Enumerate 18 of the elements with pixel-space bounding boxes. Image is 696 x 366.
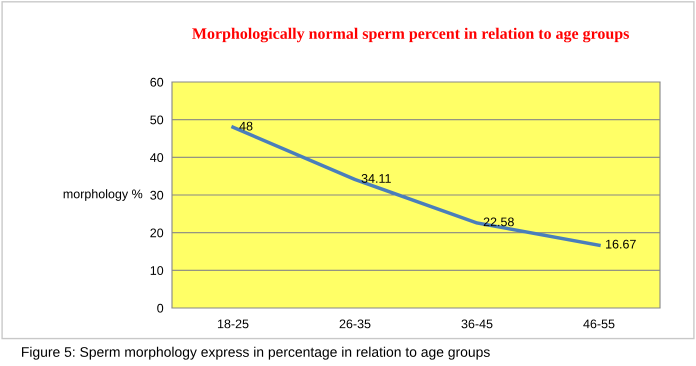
y-axis-title: morphology % bbox=[64, 189, 142, 201]
data-label: 16.67 bbox=[606, 240, 636, 249]
y-tick-label: 60 bbox=[150, 78, 164, 87]
y-tick-label: 50 bbox=[150, 115, 164, 124]
chart-title: Morphologically normal sperm percent in relation to age groups bbox=[192, 28, 629, 42]
y-tick-label: 20 bbox=[150, 228, 164, 238]
y-tick-label: 30 bbox=[150, 190, 164, 200]
x-tick-label: 36-45 bbox=[461, 319, 492, 328]
x-tick-label: 26-35 bbox=[340, 319, 370, 328]
y-tick-label: 10 bbox=[150, 266, 164, 275]
data-label: 22.58 bbox=[484, 217, 514, 226]
x-tick-label: 46-55 bbox=[583, 319, 614, 328]
data-label: 34.11 bbox=[362, 174, 391, 183]
x-tick-label: 18-25 bbox=[218, 319, 248, 328]
y-tick-label: 0 bbox=[157, 304, 164, 313]
data-label: 48 bbox=[239, 122, 252, 131]
caption: Figure 5: Sperm morphology express in percentage in relation to age groups bbox=[22, 346, 490, 360]
y-tick-label: 40 bbox=[150, 153, 164, 162]
